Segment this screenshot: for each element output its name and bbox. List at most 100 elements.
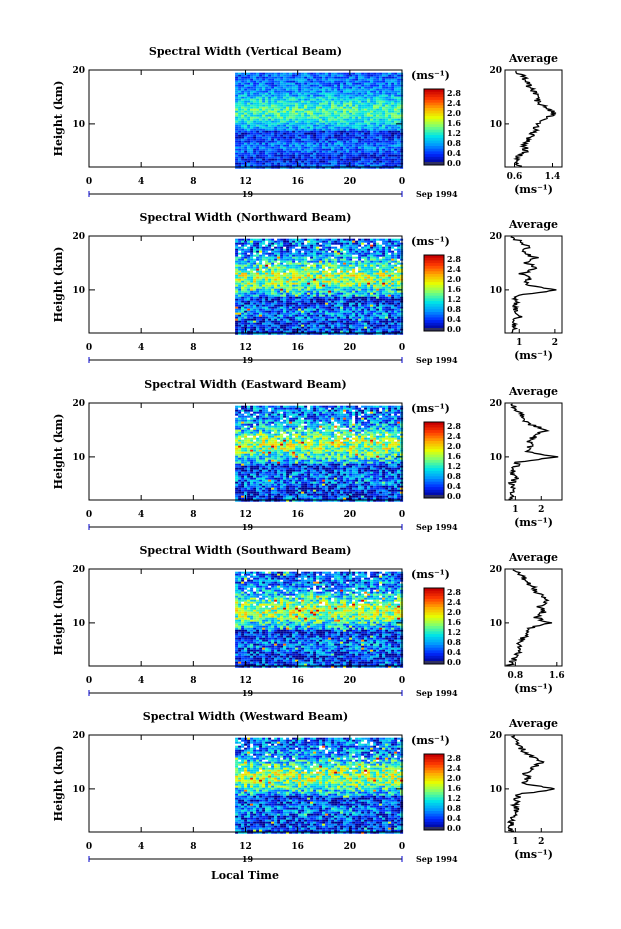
heatmap-cell (256, 314, 260, 317)
heatmap-cell (259, 256, 263, 259)
heatmap-cell (247, 112, 251, 115)
heatmap-cell (373, 72, 377, 75)
heatmap-cell (388, 164, 392, 167)
heatmap-cell (268, 112, 272, 115)
heatmap-cell (274, 74, 278, 77)
heatmap-cell (298, 312, 302, 315)
heatmap-cell (289, 108, 293, 111)
heatmap-cell (244, 306, 248, 309)
heatmap-cell (364, 142, 368, 145)
heatmap-cell (280, 280, 284, 283)
heatmap-cell (397, 92, 401, 95)
heatmap-cell (325, 248, 329, 251)
heatmap-cell (340, 96, 344, 99)
heatmap-cell (364, 98, 368, 101)
heatmap-cell (253, 142, 257, 145)
heatmap-cell (352, 72, 356, 75)
heatmap-cell (340, 142, 344, 145)
heatmap-cell (292, 150, 296, 153)
heatmap-cell (235, 154, 239, 157)
heatmap-cell (358, 316, 362, 319)
heatmap-cell (373, 166, 377, 169)
heatmap-cell (286, 162, 290, 165)
heatmap-cell (373, 310, 377, 313)
heatmap-cell (361, 296, 365, 299)
heatmap-cell (283, 96, 287, 99)
heatmap-cell (388, 134, 392, 137)
heatmap-cell (322, 280, 326, 283)
heatmap-cell (289, 94, 293, 97)
heatmap-cell (325, 118, 329, 121)
heatmap-cell (310, 278, 314, 281)
y-axis-label: Height (km) (52, 81, 65, 157)
heatmap-cell (397, 274, 401, 277)
heatmap-cell (250, 108, 254, 111)
heatmap-cell (301, 124, 305, 127)
heatmap-cell (340, 246, 344, 249)
heatmap-cell (397, 254, 401, 257)
heatmap-cell (373, 258, 377, 261)
heatmap-cell (346, 98, 350, 101)
heatmap-cell (256, 292, 260, 295)
heatmap-cell (238, 268, 242, 271)
heatmap-cell (253, 316, 257, 319)
heatmap-cell (397, 166, 401, 169)
heatmap-cell (265, 320, 269, 323)
heatmap-cell (343, 96, 347, 99)
heatmap-cell (298, 138, 302, 141)
heatmap-cell (355, 296, 359, 299)
heatmap-cell (301, 258, 305, 261)
heatmap-cell (370, 270, 374, 273)
heatmap-cell (271, 94, 275, 97)
heatmap-cell (241, 302, 245, 305)
heatmap-cell (397, 278, 401, 281)
heatmap-cell (358, 72, 362, 75)
heatmap-cell (286, 164, 290, 167)
heatmap-cell (370, 144, 374, 147)
heatmap-cell (277, 246, 281, 249)
heatmap-cell (385, 160, 389, 163)
heatmap-cell (379, 248, 383, 251)
heatmap-cell (304, 90, 308, 93)
heatmap-cell (301, 162, 305, 165)
heatmap-cell (250, 290, 254, 293)
panel-title: Spectral Width (Northward Beam) (140, 211, 352, 224)
heatmap-cell (292, 108, 296, 111)
heatmap-cell (373, 146, 377, 149)
heatmap-cell (340, 288, 344, 291)
heatmap-cell (277, 250, 281, 253)
heatmap-cell (358, 148, 362, 151)
heatmap-cell (274, 280, 278, 283)
heatmap-cell (289, 136, 293, 139)
heatmap-cell (379, 258, 383, 261)
heatmap-cell (274, 72, 278, 75)
heatmap-cell (250, 278, 254, 281)
heatmap-cell (328, 144, 332, 147)
heatmap-cell (253, 282, 257, 285)
heatmap-cell (235, 96, 239, 99)
heatmap-cell (379, 284, 383, 287)
heatmap-cell (277, 272, 281, 275)
heatmap-cell (355, 90, 359, 93)
heatmap-cell (244, 258, 248, 261)
heatmap-cell (373, 88, 377, 91)
heatmap-cell (313, 256, 317, 259)
heatmap-cell (268, 114, 272, 117)
heatmap-cell (376, 110, 380, 113)
heatmap-cell (367, 248, 371, 251)
heatmap-cell (340, 240, 344, 243)
heatmap-cell (316, 90, 320, 93)
heatmap-cell (298, 314, 302, 317)
heatmap-cell (337, 100, 341, 103)
heatmap-cell (322, 314, 326, 317)
heatmap-cell (316, 166, 320, 169)
heatmap-cell (373, 274, 377, 277)
heatmap-cell (277, 256, 281, 259)
heatmap-cell (370, 120, 374, 123)
heatmap-cell (361, 146, 365, 149)
heatmap-cell (244, 144, 248, 147)
heatmap-cell (292, 140, 296, 143)
heatmap-cell (331, 164, 335, 167)
heatmap-cell (322, 270, 326, 273)
heatmap-cell (346, 128, 350, 131)
